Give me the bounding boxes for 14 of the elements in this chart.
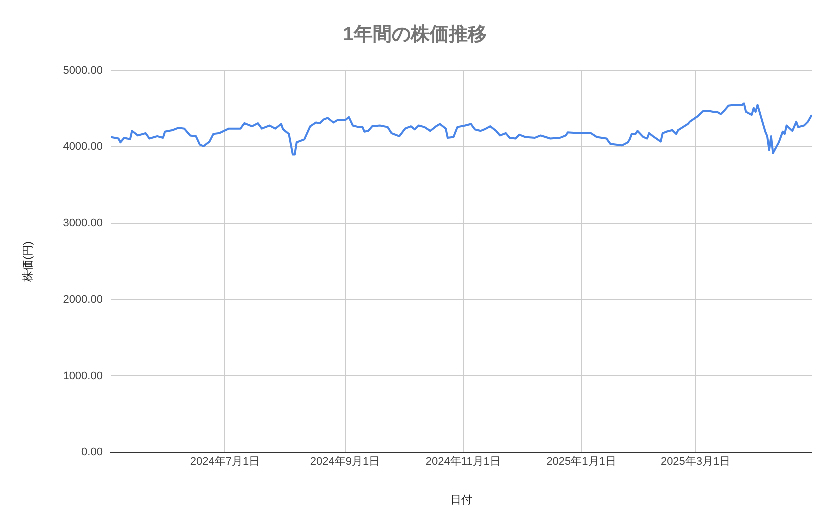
y-tick-label: 5000.00 — [63, 64, 103, 77]
chart-title: 1年間の株価推移 — [343, 24, 487, 46]
y-tick-label: 4000.00 — [63, 141, 103, 154]
x-axis-title: 日付 — [450, 494, 472, 506]
y-axis-title: 株価(円) — [22, 242, 35, 283]
y-tick-label: 0.00 — [82, 446, 103, 459]
y-tick-label: 1000.00 — [63, 370, 103, 382]
x-tick-label: 2024年11月1日 — [426, 456, 501, 468]
x-tick-label: 2024年7月1日 — [190, 456, 260, 468]
y-tick-label: 2000.00 — [63, 294, 103, 306]
y-tick-label: 3000.00 — [63, 218, 103, 230]
x-tick-label: 2025年3月1日 — [660, 456, 731, 468]
x-tick-label: 2025年1月1日 — [546, 456, 616, 468]
x-tick-label: 2024年9月1日 — [310, 456, 380, 468]
